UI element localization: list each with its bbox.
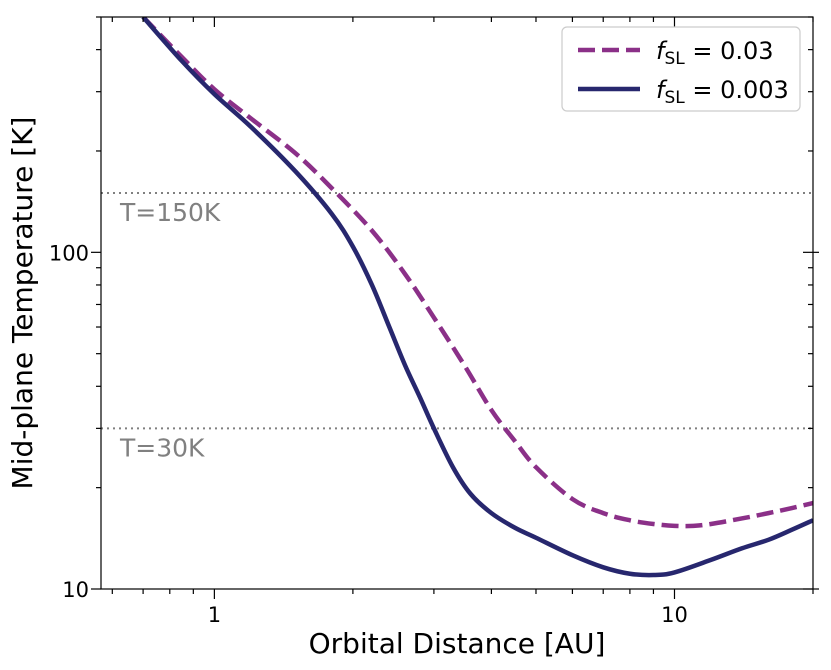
x-tick-label-1: 10: [661, 603, 688, 627]
series-layer: [141, 17, 813, 578]
ticks: 1 10 10 100: [49, 16, 819, 627]
y-axis-label: Mid-plane Temperature [K]: [6, 117, 39, 490]
y-tick-label-0: 10: [62, 578, 89, 602]
reference-lines: T=150K T=30K: [101, 192, 813, 462]
legend-label-0: fSL = 0.03: [656, 37, 774, 69]
plot-frame: [100, 16, 814, 590]
y-tick-label-1: 100: [49, 241, 89, 265]
legend: fSL = 0.03 fSL = 0.003: [561, 26, 801, 112]
series-line-1: [141, 17, 813, 578]
legend-label-1: fSL = 0.003: [656, 76, 789, 108]
series-line-0: [141, 17, 813, 529]
x-axis-label: Orbital Distance [AU]: [309, 627, 606, 660]
x-tick-label-0: 1: [208, 603, 221, 627]
reference-line-label-0: T=150K: [119, 198, 221, 227]
reference-line-label-1: T=30K: [119, 433, 205, 462]
